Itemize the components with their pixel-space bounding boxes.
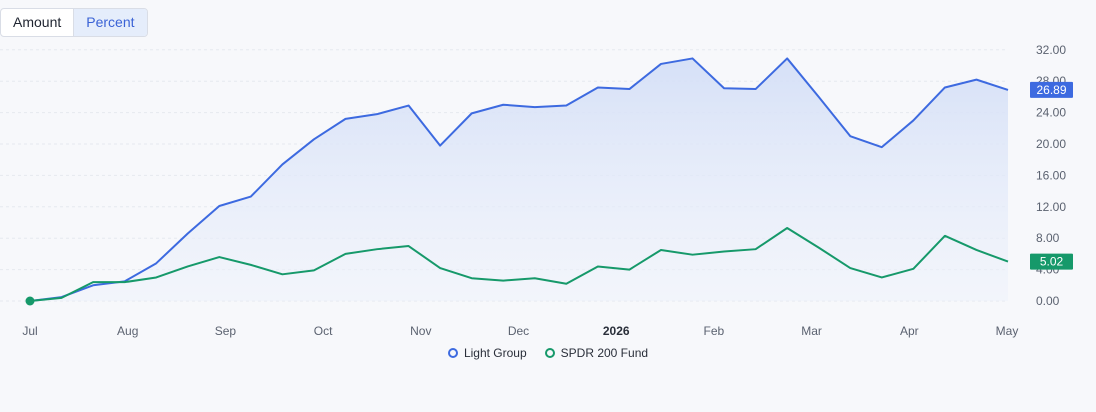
y-tick-label: 8.00 bbox=[1036, 231, 1060, 245]
last-value-label: 26.89 bbox=[1036, 83, 1066, 97]
view-toggle: Amount Percent bbox=[0, 8, 148, 37]
light-group-legend-icon bbox=[447, 348, 458, 358]
x-tick-label: Sep bbox=[215, 324, 237, 338]
x-tick-label: Mar bbox=[801, 324, 822, 338]
light-group-area bbox=[30, 58, 1008, 302]
x-tick-label: Jul bbox=[22, 324, 37, 338]
legend-item-light-group[interactable]: Light Group bbox=[447, 346, 527, 360]
spdr-legend-icon bbox=[544, 348, 555, 358]
y-tick-label: 32.00 bbox=[1036, 43, 1066, 57]
start-point-marker bbox=[25, 296, 35, 306]
series-line-spdr-200-fund bbox=[29, 226, 1009, 302]
performance-chart: 0.004.008.0012.0016.0020.0024.0028.0032.… bbox=[0, 43, 1073, 338]
y-tick-label: 16.00 bbox=[1036, 168, 1066, 182]
legend-label-spdr-200-fund: SPDR 200 Fund bbox=[560, 346, 649, 360]
x-tick-label: 2026 bbox=[603, 324, 630, 338]
x-tick-label: Nov bbox=[410, 324, 431, 338]
x-tick-label: Aug bbox=[117, 324, 138, 338]
y-tick-label: 12.00 bbox=[1036, 200, 1066, 214]
x-tick-label: Apr bbox=[900, 324, 919, 338]
series-line-light-group bbox=[29, 57, 1009, 302]
amount-tab[interactable]: Amount bbox=[13, 14, 62, 30]
x-tick-label: Feb bbox=[704, 324, 725, 338]
percent-tab[interactable]: Percent bbox=[73, 9, 147, 36]
x-tick-label: Dec bbox=[508, 324, 529, 338]
last-value-badge bbox=[1030, 253, 1073, 270]
x-tick-label: Oct bbox=[314, 324, 333, 338]
chart-legend: Light Group SPDR 200 Fund bbox=[0, 346, 1096, 360]
y-tick-label: 24.00 bbox=[1036, 106, 1066, 120]
legend-item-spdr-200-fund[interactable]: SPDR 200 Fund bbox=[544, 346, 649, 360]
y-tick-label: 0.00 bbox=[1036, 294, 1060, 308]
last-value-badge bbox=[1030, 81, 1073, 98]
y-tick-label: 20.00 bbox=[1036, 137, 1066, 151]
legend-label-light-group: Light Group bbox=[463, 346, 527, 360]
last-value-label: 5.02 bbox=[1040, 255, 1064, 269]
x-tick-label: May bbox=[996, 324, 1019, 338]
